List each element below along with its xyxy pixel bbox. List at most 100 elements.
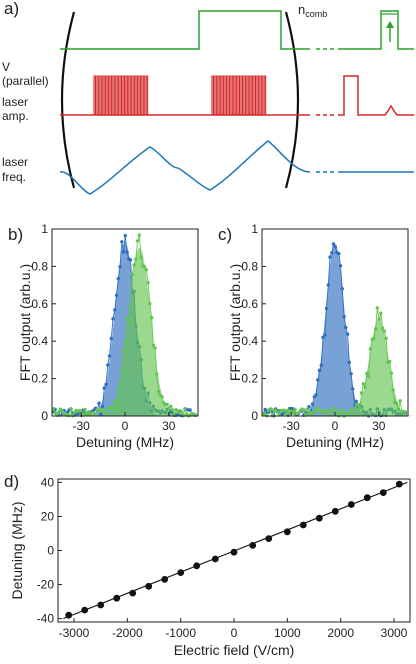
y-tick-label: 0.6 <box>241 297 258 311</box>
y-tick-label: 1 <box>41 222 48 236</box>
data-point-green <box>167 407 171 411</box>
data-point-blue <box>123 233 128 238</box>
y-tick-label: 40 <box>41 475 55 489</box>
data-point-blue <box>120 240 124 244</box>
amp-pulse-burst <box>211 75 268 116</box>
amp-trace-end <box>338 75 414 116</box>
data-point-blue <box>338 264 343 268</box>
data-point-green <box>69 407 73 412</box>
fit-green-area <box>95 247 184 416</box>
data-point-green <box>338 411 343 416</box>
y-tick-label: -20 <box>37 578 55 592</box>
data-point-green <box>375 306 379 310</box>
data-point-green <box>156 389 161 394</box>
data-point-green <box>352 407 357 411</box>
data-point-green <box>330 412 334 417</box>
data-point-green <box>394 401 399 406</box>
data-point-blue <box>128 258 133 262</box>
voltage-trace <box>60 10 310 50</box>
y-tick-label: 20 <box>41 509 55 523</box>
data-point-green <box>372 336 376 340</box>
data-point-green <box>356 402 360 407</box>
data-point <box>161 576 169 583</box>
data-point-blue <box>344 325 348 330</box>
panel-a-label: a) <box>4 0 19 18</box>
x-tick-label: -30 <box>283 419 301 433</box>
data-point-green <box>170 408 175 412</box>
data-point <box>315 514 323 522</box>
data-point-green <box>382 329 386 333</box>
repeat-label: ncomb <box>298 2 327 19</box>
data-point-green <box>377 317 381 321</box>
data-point-green <box>116 389 121 393</box>
data-point-green <box>368 347 372 351</box>
data-point <box>363 494 371 502</box>
laser-amp-trace <box>60 75 414 116</box>
data-point-green <box>153 346 157 350</box>
fit-blue-area <box>84 242 166 416</box>
data-point <box>265 535 273 542</box>
data-point-green <box>123 341 128 346</box>
data-point-blue <box>314 393 318 397</box>
data-point-green <box>146 280 150 285</box>
data-point-blue <box>100 404 105 409</box>
data-point-green <box>183 407 187 411</box>
data-point-green <box>275 410 280 414</box>
row-voltage-label-line1: V <box>2 60 10 74</box>
chart-b: -30 0 30 0 0.2 0.4 0.6 0.8 1 Detuning (MHz) FFT ou… <box>8 222 199 450</box>
panel-label: d) <box>4 472 19 491</box>
data-point-green <box>302 408 306 412</box>
data-point-blue <box>116 276 121 281</box>
data-point-blue <box>263 407 267 412</box>
x-axis-label: Detuning (MHz) <box>76 434 174 450</box>
data-point-blue <box>337 251 341 256</box>
data-point-green <box>135 239 140 243</box>
data-point-green <box>137 233 141 237</box>
y-axis-label: FFT output (arb.u.) <box>227 264 243 381</box>
data-point-blue <box>333 245 337 249</box>
y-axis-label: Detuning (MHz) <box>9 501 25 599</box>
data-point-green <box>51 407 56 411</box>
data-point-green <box>78 408 82 413</box>
data-point-green <box>268 407 273 411</box>
data-point-green <box>359 391 364 395</box>
data-point-blue <box>125 250 129 254</box>
data-point-green <box>305 407 309 411</box>
y-tick-label: 0.2 <box>31 372 48 386</box>
data-point-green <box>328 409 332 413</box>
data-point-green <box>125 316 129 321</box>
data-point <box>211 555 219 563</box>
data-point-green <box>172 411 176 415</box>
data-point-green <box>134 257 138 261</box>
data-point-green <box>139 255 143 260</box>
row-freq-label-line1: laser <box>2 155 28 169</box>
data-point-blue <box>328 255 332 259</box>
data-point-green <box>165 402 169 406</box>
data-point-green <box>160 395 164 399</box>
data-point <box>145 582 153 590</box>
x-tick-label: -2000 <box>112 626 143 640</box>
data-point-green <box>86 410 91 414</box>
data-point-green <box>373 327 378 331</box>
data-point-green <box>403 410 408 414</box>
data-point-green <box>286 408 290 412</box>
data-point-green <box>333 407 337 411</box>
data-point-green <box>312 410 316 415</box>
data-point <box>379 489 387 496</box>
data-point-green <box>396 407 401 412</box>
row-amp-label-line1: laser <box>2 95 28 109</box>
data-point-green <box>193 413 198 418</box>
voltage-arrow-head <box>386 21 394 28</box>
row-freq-label-line2: freq. <box>2 170 26 184</box>
data-point-green <box>347 410 351 414</box>
data-point-green <box>132 263 136 267</box>
y-tick-label: 0 <box>47 544 54 558</box>
data-point <box>347 501 355 508</box>
x-tick-label: -3000 <box>59 626 90 640</box>
row-voltage-label-line2: (parallel) <box>2 74 49 88</box>
data-point-green <box>118 382 122 386</box>
right-bracket <box>284 11 300 189</box>
data-point-green <box>130 272 134 277</box>
x-tick-label: 30 <box>372 419 386 433</box>
